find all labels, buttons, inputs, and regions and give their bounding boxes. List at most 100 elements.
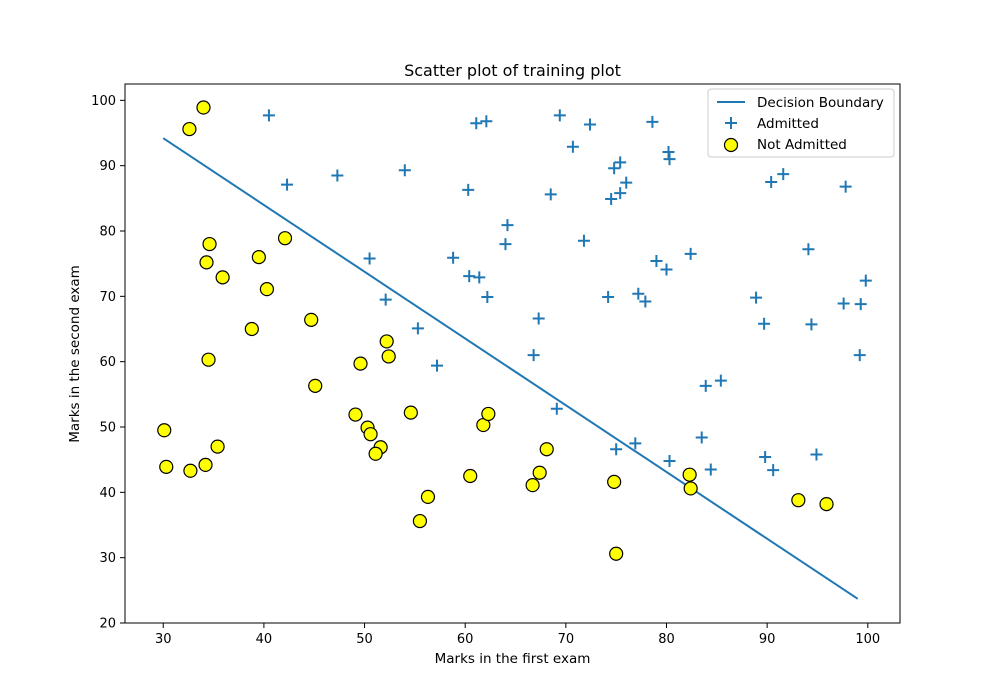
y-tick-label: 80 [99,225,116,240]
admitted-point [527,349,540,362]
not-admitted-point [368,446,383,461]
admitted-point [810,448,823,461]
admitted-point [699,379,712,392]
decision-boundary-line [162,137,859,600]
admitted-point [854,298,867,311]
y-axis-label: Marks in the second exam [67,265,83,443]
not-admitted-point [682,467,697,482]
admitted-point [411,322,424,335]
not-admitted-point [198,457,213,472]
not-admitted-point [525,478,540,493]
admitted-point [837,297,850,310]
admitted-point [608,162,621,175]
not-admitted-point [481,406,496,422]
not-admitted-point [539,442,554,457]
admitted-point [663,153,676,166]
admitted-point [470,117,483,130]
not-admitted-point [157,423,172,438]
admitted-point [463,270,476,283]
y-tick-label: 40 [99,486,116,501]
admitted-point [750,291,763,304]
x-tick-label: 60 [457,632,474,647]
legend-decision-boundary-label: Decision Boundary [757,95,884,111]
admitted-point [532,312,545,325]
admitted-point [544,188,557,201]
admitted-point [379,293,392,306]
not-admitted-point [363,427,378,442]
not-admitted-point [379,334,394,349]
not-admitted-point [210,439,225,454]
x-tick-label: 70 [558,632,575,647]
admitted-point [620,176,633,189]
admitted-point [662,145,675,158]
not-admitted-point [791,493,806,508]
admitted-point [629,437,642,450]
admitted-point [610,443,623,456]
x-axis-label: Marks in the first exam [435,651,591,667]
admitted-point [759,451,772,464]
not-admitted-point [463,468,478,484]
admitted-point [639,295,652,308]
admitted-point [499,238,512,251]
admitted-point [660,263,673,276]
admitted-point [684,247,697,260]
x-tick-label: 50 [356,632,373,647]
legend-admitted-label: Admitted [757,116,819,132]
not-admitted-point [607,474,622,489]
not-admitted-point [683,481,698,496]
not-admitted-point [304,312,319,327]
y-tick-label: 60 [99,355,116,370]
not-admitted-point [201,352,216,367]
legend-plus-marker [725,117,737,129]
not-admitted-point [182,121,197,137]
x-tick-label: 100 [855,632,880,647]
admitted-point [331,169,344,182]
admitted-point [602,290,615,303]
legend-box [707,88,895,158]
not-admitted-point [412,513,428,529]
admitted-point [577,234,590,247]
admitted-point [431,359,444,372]
not-admitted-point [609,546,624,561]
admitted-point [584,118,596,131]
admitted-point [553,109,566,122]
admitted-point [839,180,852,193]
legend-admitted-swatch [725,117,737,129]
admitted-point [805,318,818,331]
not-admitted-point [202,236,217,252]
admitted-point [614,156,627,169]
admitted-point [398,164,411,177]
not-admitted-point [819,496,834,512]
admitted-point [462,183,475,196]
admitted-point [777,168,790,181]
y-tick-label: 50 [99,421,116,436]
admitted-point [550,402,563,415]
admitted-point [363,252,376,265]
not-admitted-point [403,405,418,420]
y-tick-label: 20 [99,617,116,632]
admitted-point [758,317,771,330]
y-tick-label: 100 [91,94,116,109]
not-admitted-point [196,100,211,115]
admitted-point [447,251,460,264]
admitted-point [765,176,778,188]
x-tick-label: 40 [256,632,273,647]
admitted-point [614,187,627,200]
admitted-point [501,219,514,232]
admitted-point [605,192,618,205]
admitted-point [480,115,493,128]
not-admitted-point [259,282,275,297]
admitted-point [650,255,663,268]
admitted-point [646,115,659,128]
admitted-point [566,140,579,153]
admitted-point [262,109,275,122]
admitted-point [802,243,815,256]
admitted-point [853,349,866,362]
x-tick-label: 80 [658,632,675,647]
not-admitted-point [244,321,259,337]
admitted-point [704,463,717,476]
y-tick-label: 30 [99,551,116,566]
admitted-point [473,271,486,284]
not-admitted-point [348,407,363,422]
